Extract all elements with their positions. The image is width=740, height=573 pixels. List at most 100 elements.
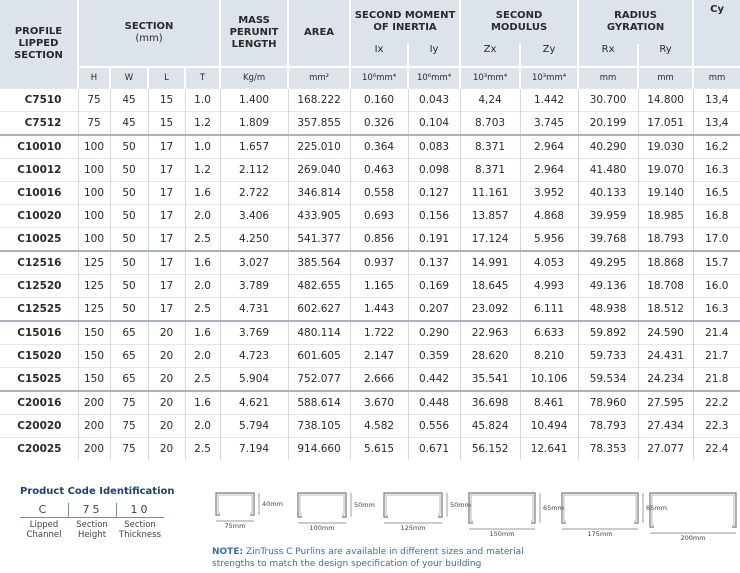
height-label: 50mm <box>354 501 375 509</box>
cell: 15.7 <box>692 250 740 275</box>
cell: 0.326 <box>349 111 409 135</box>
cell: 0.169 <box>407 274 461 298</box>
header-line: LENGTH <box>231 39 277 50</box>
cell: 0.364 <box>349 134 409 159</box>
cell: 5.615 <box>349 437 409 460</box>
profile-code: C12516 <box>0 250 78 275</box>
profile-code: C7510 <box>0 88 78 112</box>
cell: 17 <box>147 250 185 275</box>
header-line: SECOND MOMENT <box>354 10 456 21</box>
cell: 200 <box>77 437 110 460</box>
cell: 12.641 <box>519 437 579 460</box>
cell: 8.371 <box>459 158 521 182</box>
cell: 3.789 <box>219 274 289 298</box>
cell: 10.106 <box>519 367 579 391</box>
cell: 0.937 <box>349 250 409 275</box>
cell: 125 <box>77 297 110 321</box>
sub-header: Ry <box>637 44 694 67</box>
note: NOTE: ZinTruss C Purlins are available i… <box>212 546 552 570</box>
cell: 50 <box>109 274 148 298</box>
cell: 2.964 <box>519 158 579 182</box>
unit: 10³mm⁴ <box>519 66 579 89</box>
header-line: SECTION <box>14 50 63 61</box>
cell: 35.541 <box>459 367 521 391</box>
cell: 0.442 <box>407 367 461 391</box>
cell: 75 <box>109 390 148 415</box>
cell: 5.904 <box>219 367 289 391</box>
cell: 45 <box>109 88 148 112</box>
cell: 2.5 <box>184 437 221 460</box>
width-label: 100mm <box>309 524 334 532</box>
cell: 0.160 <box>349 88 409 112</box>
cell: 59.733 <box>577 344 639 368</box>
channel-shape <box>297 492 347 518</box>
profile-code: C12525 <box>0 297 78 321</box>
table-body: C7510 75 45 15 1.0 1.400 168.222 0.160 0.043 4,24… <box>0 88 740 460</box>
profile-code: C7512 <box>0 111 78 135</box>
cell: 20.199 <box>577 111 639 135</box>
row: C12520 125 50 17 2.0 3.789 482.655 1.165 0.169 18… <box>0 274 740 298</box>
cell: 602.627 <box>287 297 351 321</box>
cell: 36.698 <box>459 390 521 415</box>
cell: 0.556 <box>407 414 461 438</box>
row: C20020 200 75 20 2.0 5.794 738.105 4.582 0.556 45… <box>0 414 740 438</box>
cell: 0.448 <box>407 390 461 415</box>
cell: 17.0 <box>692 227 740 251</box>
cell: 168.222 <box>287 88 351 112</box>
cell: 13,4 <box>692 111 740 135</box>
cell: 3.027 <box>219 250 289 275</box>
width-label: 150mm <box>489 530 514 538</box>
height-label: 65mm <box>646 504 667 512</box>
cell: 1.443 <box>349 297 409 321</box>
height-label: 40mm <box>262 500 283 508</box>
row: C20016 200 75 20 1.6 4.621 588.614 3.670 0.448 36… <box>0 390 740 415</box>
cell: 30.700 <box>577 88 639 112</box>
code-label: Height <box>77 530 107 540</box>
cell: 541.377 <box>287 227 351 251</box>
row: C7512 75 45 15 1.2 1.809 357.855 0.326 0.104 8.70… <box>0 111 740 135</box>
cell: 200 <box>77 414 110 438</box>
cell: 100 <box>77 227 110 251</box>
row: C15016 150 65 20 1.6 3.769 480.114 1.722 0.290 22… <box>0 320 740 345</box>
cell: 50 <box>109 158 148 182</box>
header-line: LIPPED <box>18 38 59 49</box>
cell: 914.660 <box>287 437 351 460</box>
cell: 0.191 <box>407 227 461 251</box>
cell: 17 <box>147 181 185 205</box>
cell: 0.156 <box>407 204 461 228</box>
sub-header: Iy <box>407 44 461 67</box>
cell: 2.0 <box>184 344 221 368</box>
cell: 2.5 <box>184 367 221 391</box>
cell: 2.0 <box>184 204 221 228</box>
cell: 50 <box>109 181 148 205</box>
cell: 150 <box>77 344 110 368</box>
cell: 65 <box>109 344 148 368</box>
sub-header: Zy <box>519 44 579 67</box>
height-label: 65mm <box>543 504 564 512</box>
section-header: SECTION (mm) <box>76 0 221 67</box>
cell: 1.6 <box>184 320 221 345</box>
cell: 22.963 <box>459 320 521 345</box>
unit: W <box>109 66 148 89</box>
unit: H <box>77 66 110 89</box>
note-label: NOTE: <box>212 547 244 557</box>
cell: 2.147 <box>349 344 409 368</box>
cell: 4.621 <box>219 390 289 415</box>
row: C12516 125 50 17 1.6 3.027 385.564 0.937 0.137 14… <box>0 250 740 275</box>
cell: 20 <box>147 437 185 460</box>
channel-shape <box>385 494 441 516</box>
cell: 6.111 <box>519 297 579 321</box>
header-line: MODULUS <box>490 22 548 33</box>
sub-header: Ix <box>349 44 409 67</box>
cell: 15 <box>147 111 185 135</box>
channel-shape <box>383 492 443 518</box>
cell: 24.590 <box>637 320 694 345</box>
unit: Kg/m <box>219 66 289 89</box>
cell: 4.582 <box>349 414 409 438</box>
cell: 4.053 <box>519 250 579 275</box>
unit: 10⁶mm⁴ <box>349 66 409 89</box>
cell: 16.5 <box>692 181 740 205</box>
cell: 23.092 <box>459 297 521 321</box>
cell: 50 <box>109 297 148 321</box>
cell: 65 <box>109 320 148 345</box>
